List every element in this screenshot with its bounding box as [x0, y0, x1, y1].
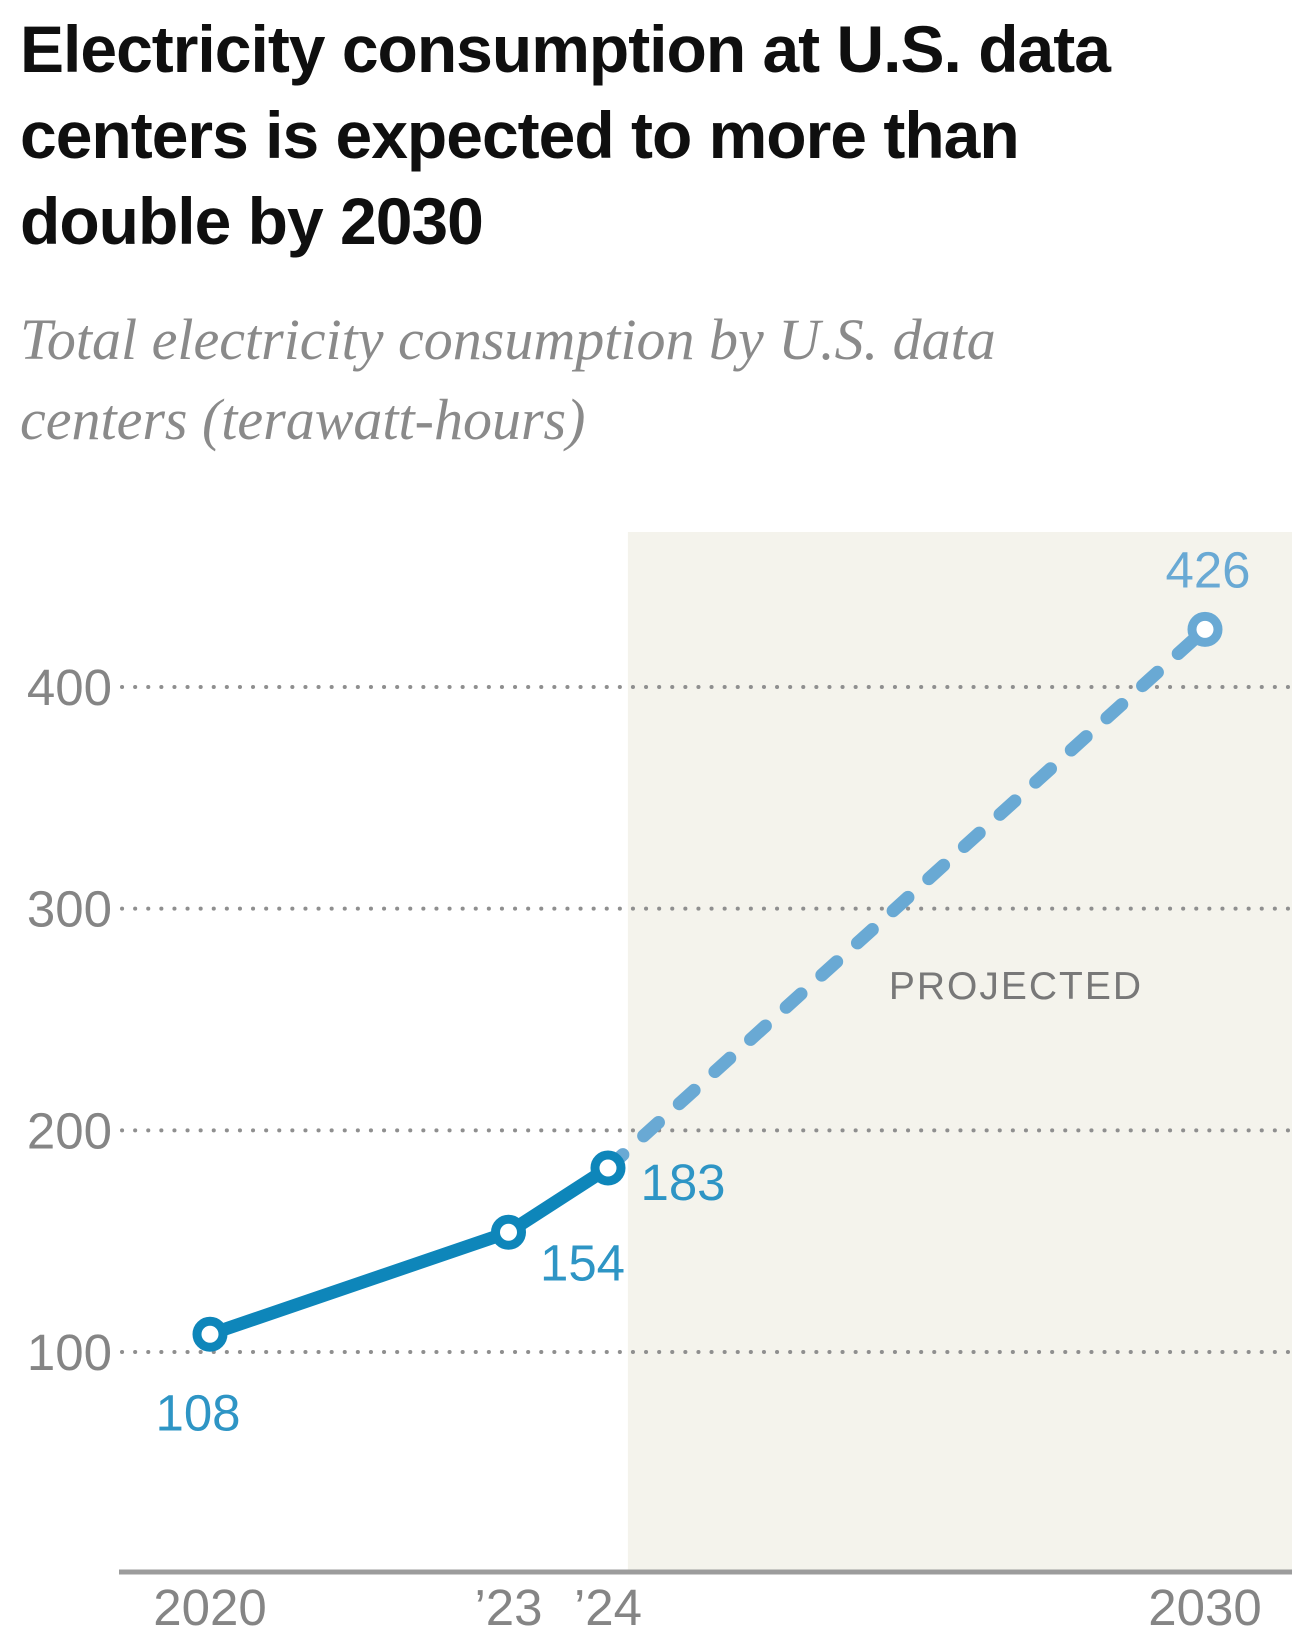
y-tick-label-400: 400: [27, 659, 112, 716]
data-point-value-labels: 108 154 183 426: [155, 541, 1250, 1441]
value-label-2023: 154: [540, 1234, 625, 1291]
data-point-2030: [1187, 611, 1223, 647]
value-label-2024: 183: [640, 1154, 725, 1211]
chart-title: Electricity consumption at U.S. data cen…: [20, 12, 1111, 258]
value-label-2020: 108: [155, 1384, 240, 1441]
projected-annotation: PROJECTED: [889, 965, 1143, 1008]
y-axis-tick-labels: 100 200 300 400: [27, 659, 112, 1381]
y-tick-label-200: 200: [27, 1102, 112, 1159]
data-point-2020: [192, 1316, 228, 1352]
data-point-2023: [491, 1214, 526, 1250]
y-tick-label-300: 300: [27, 881, 112, 938]
x-tick-label-2020: 2020: [153, 1579, 266, 1636]
chart-subtitle: Total electricity consumption by U.S. da…: [20, 307, 996, 452]
gridlines: [120, 685, 1292, 1354]
value-label-2030: 426: [1165, 541, 1250, 598]
data-point-markers: [192, 611, 1223, 1352]
y-tick-label-100: 100: [27, 1324, 112, 1381]
x-tick-label-2030: 2030: [1148, 1579, 1261, 1636]
projected-line: [601, 622, 1212, 1175]
x-axis-tick-labels: 2020 ’23 ’24 2030: [153, 1579, 1261, 1636]
consumption-line-chart: 100 200 300 400 108 154 183 426 PROJECTED 2020…: [27, 532, 1292, 1636]
data-point-2024: [590, 1150, 626, 1186]
x-tick-label-2023: ’23: [474, 1579, 542, 1636]
x-tick-label-2024: ’24: [574, 1579, 642, 1636]
projected-region-shading: [627, 532, 1292, 1572]
